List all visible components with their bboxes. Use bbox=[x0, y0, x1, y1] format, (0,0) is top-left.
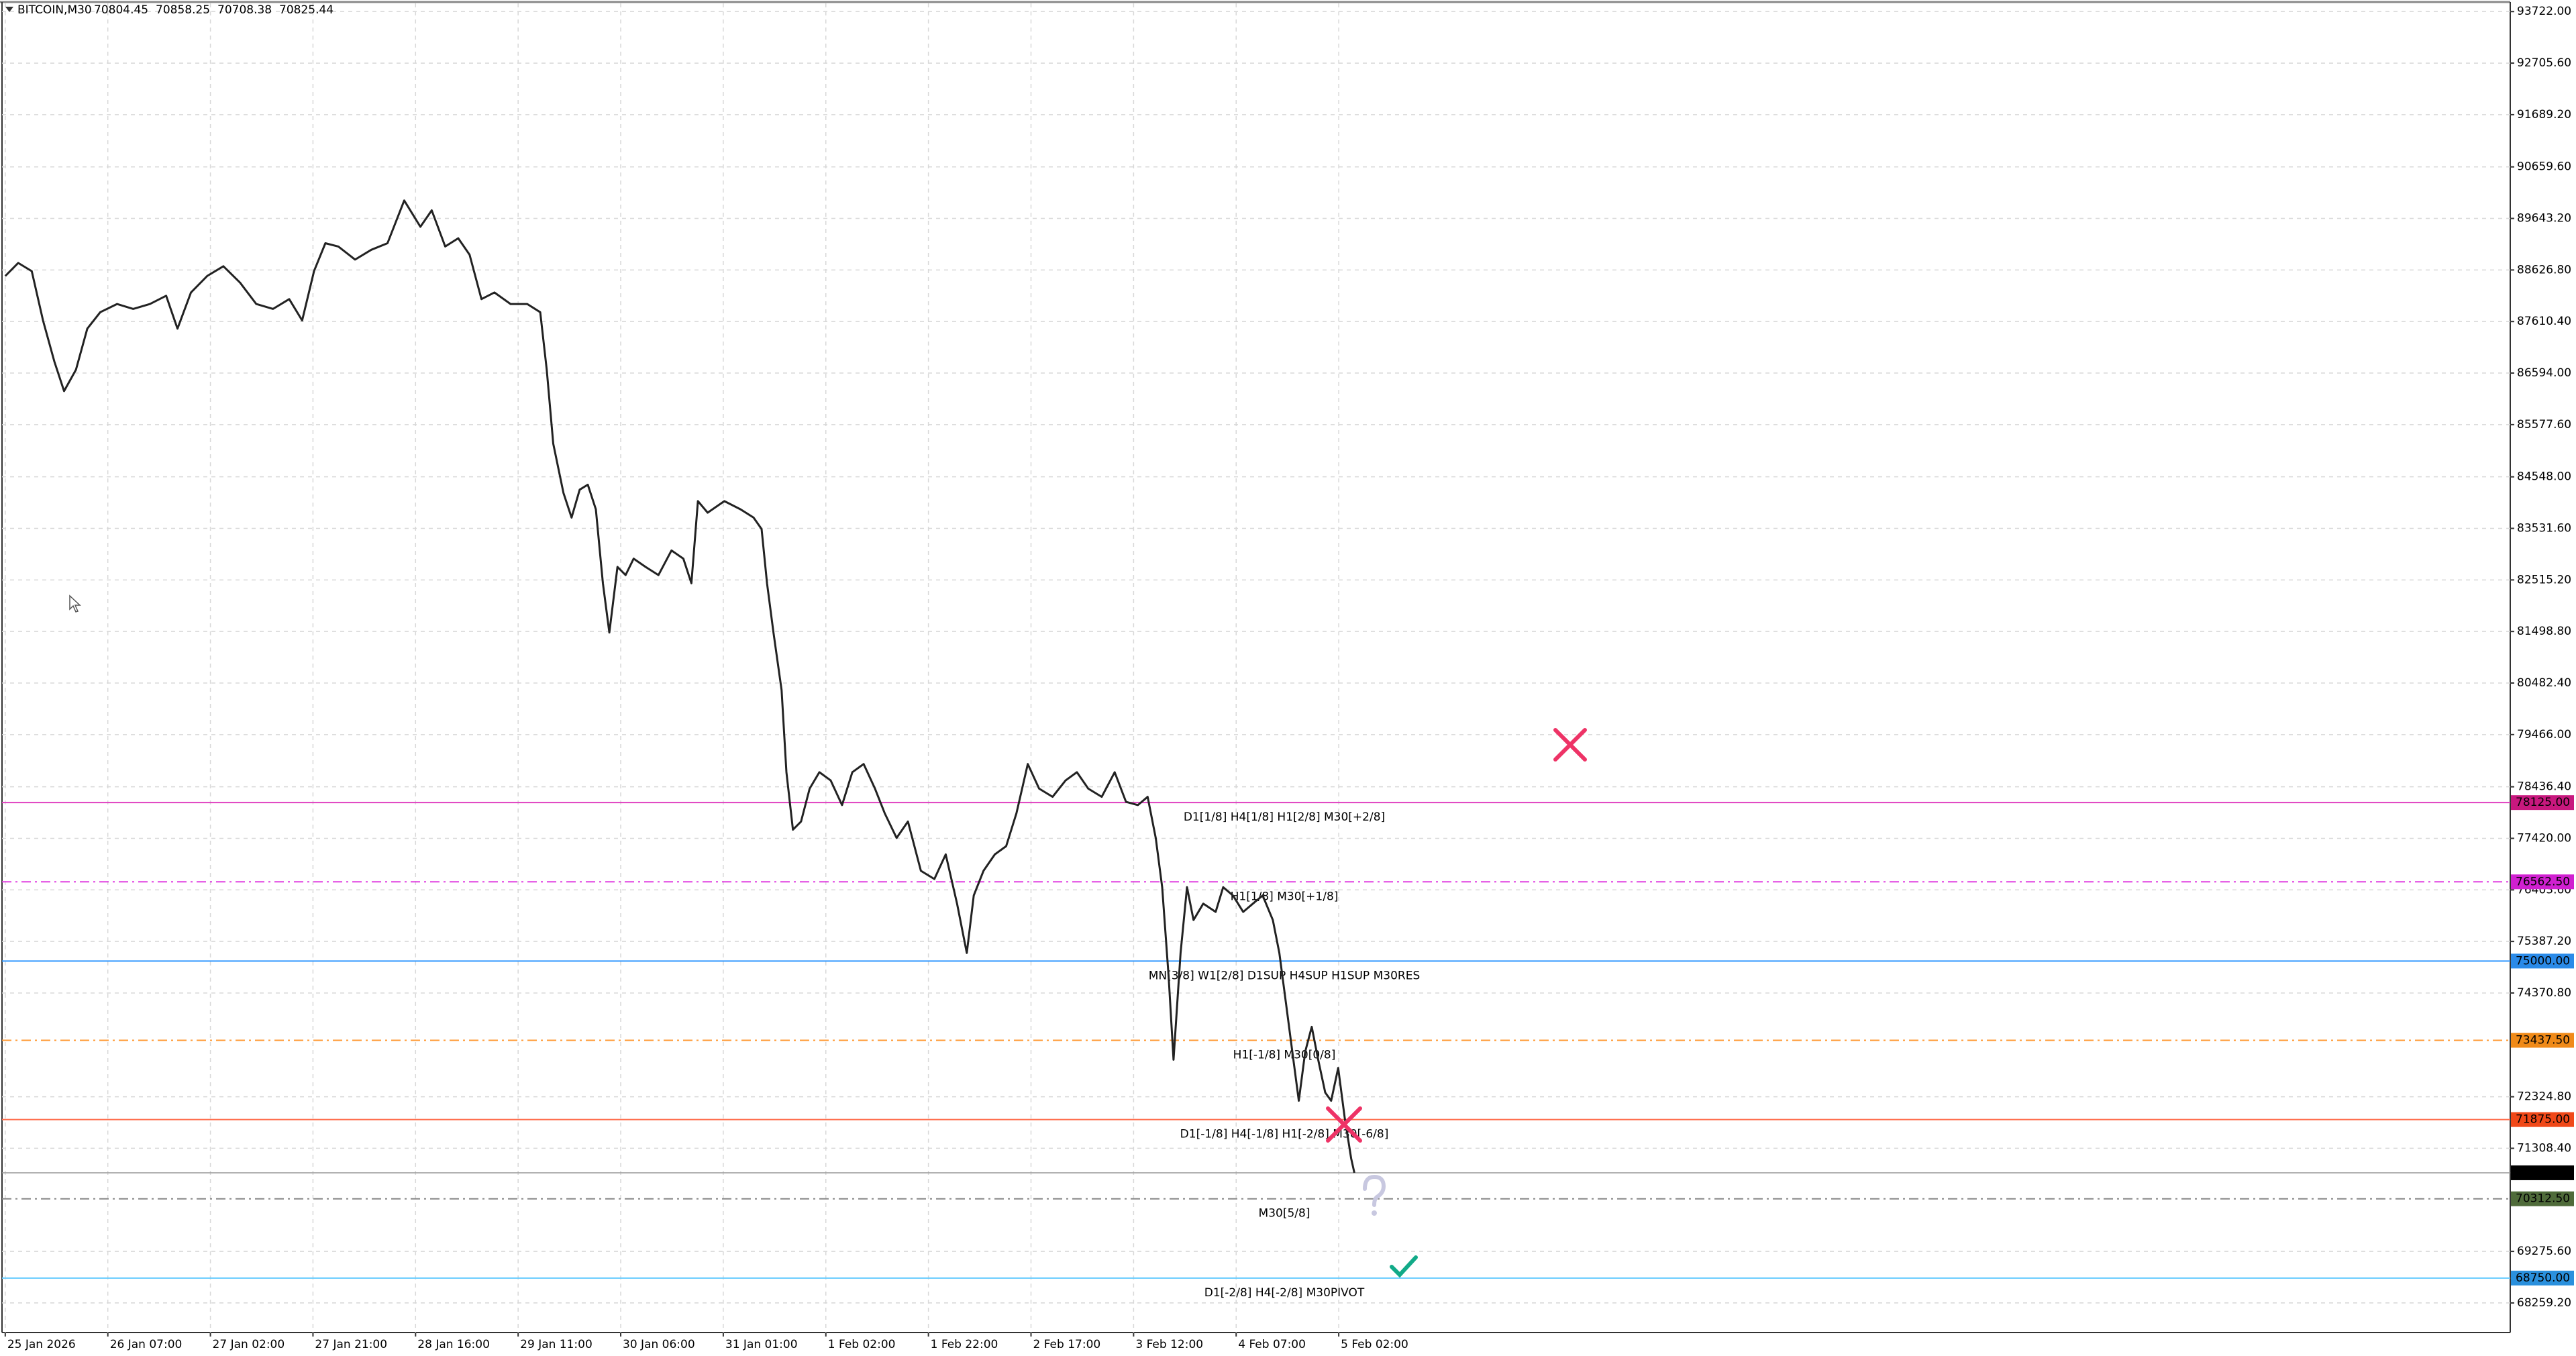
price-tag-label: 68750.00 bbox=[2516, 1271, 2570, 1285]
y-tick-label: 68259.20 bbox=[2517, 1296, 2571, 1310]
price-tag-label: 78125.00 bbox=[2516, 796, 2570, 809]
y-tick-label: 85577.60 bbox=[2517, 418, 2571, 431]
level-label: D1[1/8] H4[1/8] H1[2/8] M30[+2/8] bbox=[1184, 811, 1385, 824]
price-tag bbox=[2511, 1191, 2574, 1206]
sell-mark bbox=[1553, 728, 1587, 762]
y-tick-label: 80482.40 bbox=[2517, 676, 2571, 690]
close: 70825.44 bbox=[279, 3, 333, 17]
high: 70858.25 bbox=[156, 3, 210, 17]
y-tick-label: 82515.20 bbox=[2517, 573, 2571, 586]
mouse-cursor bbox=[69, 594, 81, 613]
x-tick-label: 28 Jan 16:00 bbox=[417, 1338, 490, 1351]
low: 70708.38 bbox=[217, 3, 272, 17]
y-tick-label: 88626.80 bbox=[2517, 263, 2571, 276]
price-tag-label: 71875.00 bbox=[2516, 1113, 2570, 1127]
level-label: M30[5/8] bbox=[1259, 1207, 1310, 1220]
price-tag bbox=[2511, 1165, 2574, 1180]
price-tag-label: 75000.00 bbox=[2516, 954, 2570, 968]
levels: D1[1/8] H4[1/8] H1[2/8] M30[+2/8] H1[1/8]… bbox=[2, 802, 2510, 1300]
y-tick-label: 87610.40 bbox=[2517, 315, 2571, 328]
y-tick-label: 78436.40 bbox=[2517, 780, 2571, 794]
level-label: H1[-1/8] M30[0/8] bbox=[1233, 1049, 1336, 1062]
x-tick-label: 26 Jan 07:00 bbox=[110, 1338, 183, 1351]
price-tag bbox=[2511, 953, 2574, 969]
y-tick-label: 71308.40 bbox=[2517, 1141, 2571, 1155]
price-tag-label: 76562.50 bbox=[2516, 875, 2570, 888]
menu-triangle[interactable] bbox=[5, 7, 13, 12]
x-tick-label: 1 Feb 22:00 bbox=[931, 1338, 998, 1351]
level-label: D1[-2/8] H4[-2/8] M30PIVOT bbox=[1204, 1286, 1365, 1300]
price-tag bbox=[2511, 1033, 2574, 1048]
price-tag bbox=[2511, 795, 2574, 811]
x-tick-label: 31 Jan 01:00 bbox=[725, 1338, 798, 1351]
y-tick-label: 69275.60 bbox=[2517, 1245, 2571, 1258]
price-tag bbox=[2511, 1112, 2574, 1127]
x-tick-label: 25 Jan 2026 bbox=[7, 1338, 76, 1351]
x-tick-label: 4 Feb 07:00 bbox=[1238, 1338, 1306, 1351]
x-tick-label: 27 Jan 21:00 bbox=[315, 1338, 387, 1351]
question-dot bbox=[1372, 1210, 1377, 1216]
price-tag bbox=[2511, 874, 2574, 890]
x-tick-label: 30 Jan 06:00 bbox=[623, 1338, 695, 1351]
open: 70804.45 bbox=[94, 3, 148, 17]
symbol: BITCOIN,M30 bbox=[17, 3, 92, 17]
price-tag-label: 70312.50 bbox=[2516, 1192, 2570, 1206]
y-tick-label: 75387.20 bbox=[2517, 935, 2571, 948]
question-mark bbox=[1363, 1174, 1386, 1207]
y-tick-label: 86594.00 bbox=[2517, 366, 2571, 380]
y-tick-label: 84548.00 bbox=[2517, 470, 2571, 484]
y-tick-label: 91689.20 bbox=[2517, 108, 2571, 121]
y-tick-label: 90659.60 bbox=[2517, 160, 2571, 174]
price-tag-label: 70825.44 bbox=[2516, 1166, 2570, 1180]
x-tick-label: 3 Feb 12:00 bbox=[1135, 1338, 1203, 1351]
y-tick-label: 77420.00 bbox=[2517, 831, 2571, 845]
x-tick-label: 29 Jan 11:00 bbox=[520, 1338, 593, 1351]
level-label: MN[3/8] W1[2/8] D1SUP H4SUP H1SUP M30RES bbox=[1149, 969, 1420, 982]
check-mark bbox=[1390, 1255, 1418, 1278]
y-tick-label: 74370.80 bbox=[2517, 986, 2571, 1000]
y-tick-label: 93722.00 bbox=[2517, 5, 2571, 18]
x-tick-label: 2 Feb 17:00 bbox=[1033, 1338, 1100, 1351]
y-tick-label: 72324.80 bbox=[2517, 1090, 2571, 1104]
price-line bbox=[4, 199, 1355, 1174]
y-tick-label: 92705.60 bbox=[2517, 56, 2571, 70]
price-tag bbox=[2511, 1270, 2574, 1286]
y-tick-label: 89643.20 bbox=[2517, 212, 2571, 225]
x-tick-label: 5 Feb 02:00 bbox=[1341, 1338, 1408, 1351]
price-tag-label: 73437.50 bbox=[2516, 1034, 2570, 1047]
x-tick-label: 1 Feb 02:00 bbox=[828, 1338, 896, 1351]
x-tick-label: 27 Jan 02:00 bbox=[213, 1338, 285, 1351]
y-tick-label: 79466.00 bbox=[2517, 728, 2571, 741]
y-tick-label: 83531.60 bbox=[2517, 522, 2571, 535]
sell-mark bbox=[1326, 1106, 1362, 1143]
y-tick-label: 81498.80 bbox=[2517, 625, 2571, 638]
axes: 93722.00 92705.60 91689.20 90659.60 89643.20… bbox=[4, 5, 2574, 1351]
level-label: H1[1/8] M30[+1/8] bbox=[1231, 890, 1339, 903]
price-series bbox=[4, 199, 1355, 1174]
